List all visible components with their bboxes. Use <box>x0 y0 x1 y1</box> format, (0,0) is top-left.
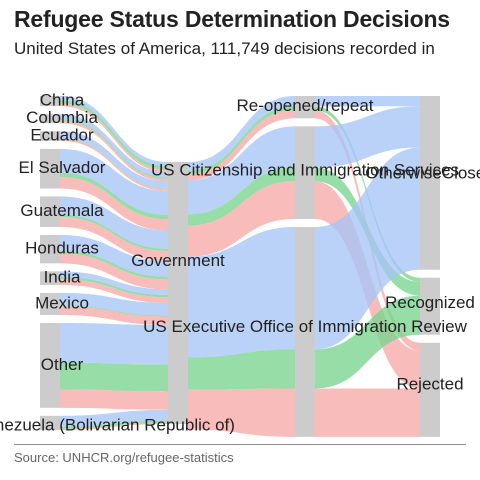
label-government: Government <box>131 251 225 270</box>
flow-honduras-to-government <box>60 235 168 277</box>
sankey-nodes <box>40 96 440 437</box>
flow-india-to-government <box>60 276 168 298</box>
label-mexico: Mexico <box>35 293 89 312</box>
label-otherwiseclosed: OtherwiseClosed <box>365 164 480 183</box>
flow-government-to-re-opened-repeat <box>188 96 295 171</box>
flow-colombia-to-government <box>60 119 168 179</box>
flow-ecuador-to-government <box>60 131 168 189</box>
label-colombia: Colombia <box>26 108 98 127</box>
node-re-opened-repeat <box>295 96 315 119</box>
flow-colombia-to-government <box>60 120 168 182</box>
flow-other-to-government <box>60 389 168 410</box>
flow-ecuador-to-government <box>60 138 168 191</box>
flow-china-to-government <box>60 103 168 173</box>
flow-guatemala-to-government <box>60 214 168 252</box>
flow-venezuela-bolivarian-republic-of-to-government <box>60 420 168 429</box>
flow-us-executive-office-of-immigration-review-to-recognized <box>315 295 420 389</box>
node-india <box>40 271 60 285</box>
flow-mexico-to-government <box>60 292 168 316</box>
flow-guatemala-to-government <box>60 196 168 249</box>
flow-government-to-us-executive-office-of-immigration-review <box>188 227 295 358</box>
flow-venezuela-bolivarian-republic-of-to-government <box>60 422 168 430</box>
node-honduras <box>40 235 60 264</box>
flow-china-to-government <box>60 96 168 167</box>
source-note: Source: UNHCR.org/refugee-statistics <box>14 450 234 465</box>
flow-india-to-government <box>60 271 168 295</box>
flow-government-to-us-citizenship-and-immigration-services <box>188 126 295 215</box>
node-us-citizenship-and-immigration-services <box>295 126 315 220</box>
flow-el-salvador-to-government <box>60 148 168 215</box>
flow-re-opened-repeat-to-otherwiseclosed <box>315 96 420 107</box>
flow-ecuador-to-government <box>60 138 168 189</box>
node-guatemala <box>40 196 60 228</box>
label-other: Other <box>41 355 84 374</box>
flow-other-to-government <box>60 322 168 365</box>
flow-government-to-us-citizenship-and-immigration-services <box>188 181 295 257</box>
node-rejected <box>420 342 440 437</box>
node-venezuela-bolivarian-republic-of <box>40 415 60 430</box>
flow-honduras-to-government <box>60 253 168 290</box>
flow-venezuela-bolivarian-republic-of-to-government <box>60 409 168 427</box>
node-mexico <box>40 292 60 315</box>
node-us-executive-office-of-immigration-review <box>295 227 315 437</box>
label-recognized: Recognized <box>385 293 475 312</box>
flow-government-to-re-opened-repeat <box>188 106 295 174</box>
source-divider <box>14 444 466 445</box>
label-guatemala: Guatemala <box>20 201 104 220</box>
flow-honduras-to-government <box>60 250 168 280</box>
label-re-opened-repeat: Re-opened/repeat <box>236 96 373 115</box>
sankey-links <box>60 96 420 437</box>
node-china <box>40 96 60 107</box>
label-ecuador: Ecuador <box>30 126 94 145</box>
chart-title: Refugee Status Determination Decisions <box>14 6 450 32</box>
flow-us-citizenship-and-immigration-services-to-otherwiseclosed <box>315 106 420 168</box>
label-venezuela-bolivarian-republic-of: Venezuela (Bolivarian Republic of) <box>0 415 235 434</box>
label-honduras: Honduras <box>25 239 99 258</box>
label-rejected: Rejected <box>396 375 463 394</box>
flow-el-salvador-to-government <box>60 172 168 220</box>
label-el-salvador: El Salvador <box>19 158 106 177</box>
flow-government-to-us-executive-office-of-immigration-review <box>188 349 295 390</box>
node-otherwiseclosed <box>420 96 440 270</box>
node-government <box>168 162 188 424</box>
flow-government-to-us-executive-office-of-immigration-review <box>188 388 295 437</box>
node-ecuador <box>40 131 60 141</box>
flow-us-executive-office-of-immigration-review-to-rejected <box>315 388 420 437</box>
flow-guatemala-to-government <box>60 217 168 262</box>
flow-government-to-us-citizenship-and-immigration-services <box>188 167 295 226</box>
flow-el-salvador-to-government <box>60 177 168 231</box>
label-china: China <box>40 91 85 110</box>
node-colombia <box>40 114 60 124</box>
node-other <box>40 322 60 408</box>
flow-india-to-government <box>60 279 168 303</box>
label-india: India <box>44 268 81 287</box>
flow-china-to-government <box>60 100 168 170</box>
flow-mexico-to-government <box>60 306 168 325</box>
flow-government-to-re-opened-repeat <box>188 110 295 181</box>
node-el-salvador <box>40 148 60 189</box>
label-us-citizenship-and-immigration-services: US Citizenship and Immigration Services <box>151 160 459 179</box>
flow-mexico-to-government <box>60 305 168 317</box>
node-recognized <box>420 277 440 335</box>
flow-colombia-to-government <box>60 114 168 178</box>
flow-us-executive-office-of-immigration-review-to-otherwiseclosed <box>315 147 420 350</box>
chart-subtitle: United States of America, 111,749 decisi… <box>14 39 435 58</box>
flow-other-to-government <box>60 362 168 392</box>
label-us-executive-office-of-immigration-review: US Executive Office of Immigration Revie… <box>143 317 467 336</box>
